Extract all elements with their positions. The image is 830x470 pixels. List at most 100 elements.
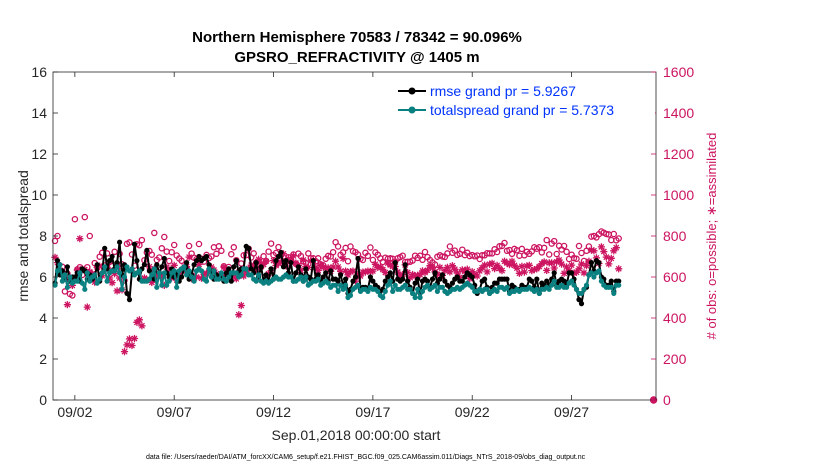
totalspread-point xyxy=(211,268,217,274)
assimilated-obs-point xyxy=(148,278,156,287)
totalspread-point xyxy=(112,268,118,274)
totalspread-point xyxy=(392,282,398,288)
assimilated-obs-point xyxy=(612,244,620,252)
rmse-point xyxy=(278,249,284,255)
totalspread-point xyxy=(598,278,605,284)
rmse-point xyxy=(228,278,234,284)
rmse-point xyxy=(320,274,326,280)
assimilated-obs-point xyxy=(555,256,563,264)
totalspread-point xyxy=(233,270,239,276)
rmse-point xyxy=(124,290,130,296)
possible-obs-point xyxy=(195,240,203,248)
possible-obs-point xyxy=(275,243,282,251)
assimilated-obs-point xyxy=(349,267,357,275)
assimilated-obs-point xyxy=(123,341,131,349)
totalspread-point xyxy=(288,274,294,280)
possible-obs-point xyxy=(126,239,133,246)
totalspread-point xyxy=(99,270,105,276)
assimilated-obs-point xyxy=(543,266,551,274)
possible-obs-point xyxy=(496,243,503,250)
totalspread-point xyxy=(159,282,165,288)
totalspread-point xyxy=(124,264,130,270)
assimilated-obs-point xyxy=(436,263,444,271)
totalspread-point xyxy=(226,274,232,280)
rmse-point xyxy=(412,280,418,286)
totalspread-point xyxy=(335,288,341,294)
totalspread-point xyxy=(549,282,555,288)
rmse-point xyxy=(462,274,468,280)
rmse-point xyxy=(355,255,361,262)
rmse-point xyxy=(159,264,165,270)
rmse-point xyxy=(335,278,341,284)
rmse-point xyxy=(268,266,274,272)
assimilated-obs-point xyxy=(207,263,215,271)
rmse-point xyxy=(206,262,212,268)
assimilated-obs-point xyxy=(510,261,518,269)
rmse-point xyxy=(141,262,147,268)
totalspread-point xyxy=(119,286,125,292)
assimilated-obs-point xyxy=(371,260,379,268)
assimilated-obs-point xyxy=(329,263,337,271)
assimilated-obs-point xyxy=(592,254,600,262)
totalspread-point xyxy=(578,290,585,296)
totalspread-point xyxy=(298,274,304,280)
possible-obs-point xyxy=(165,257,173,265)
totalspread-point xyxy=(121,274,128,280)
rmse-point xyxy=(588,260,595,266)
assimilated-obs-point xyxy=(297,266,305,274)
y2-tick-label: 800 xyxy=(663,228,687,244)
possible-obs-point xyxy=(128,251,136,258)
totalspread-point xyxy=(564,284,570,290)
possible-obs-point xyxy=(334,243,342,250)
rmse-point xyxy=(494,280,500,286)
totalspread-point xyxy=(432,282,438,288)
assimilated-obs-point xyxy=(51,253,59,261)
rmse-point xyxy=(578,301,585,307)
rmse-point xyxy=(275,253,282,260)
y-axis-label: rmse and totalspread xyxy=(15,170,31,302)
totalspread-point xyxy=(402,282,408,288)
possible-obs-point xyxy=(493,248,501,256)
possible-obs-point xyxy=(161,233,168,241)
assimilated-obs-point xyxy=(602,253,610,261)
totalspread-point xyxy=(573,286,580,292)
totalspread-point xyxy=(67,274,73,280)
axes-frame xyxy=(52,71,657,401)
totalspread-point xyxy=(596,268,602,274)
totalspread-point xyxy=(415,286,421,292)
assimilated-obs-point xyxy=(610,247,618,255)
assimilated-obs-point xyxy=(125,335,134,343)
assimilated-obs-point xyxy=(200,270,208,279)
rmse-point xyxy=(338,272,344,278)
possible-obs-point xyxy=(240,252,247,259)
y-axis-right: 0 200 400 600 800 1000 1200 1400 1600 xyxy=(651,64,694,408)
assimilated-obs-point xyxy=(314,266,322,274)
possible-obs-point xyxy=(359,256,367,264)
legend: rmse grand pr = 5.9267 totalspread grand… xyxy=(393,79,655,121)
rmse-point xyxy=(328,268,334,274)
rmse-point xyxy=(117,239,123,245)
assimilated-obs-point xyxy=(568,261,576,269)
possible-obs-point xyxy=(610,230,618,238)
rmse-point xyxy=(459,278,465,284)
totalspread-point xyxy=(546,286,552,292)
assimilated-obs-point xyxy=(560,269,568,277)
totalspread-point xyxy=(569,278,575,284)
assimilated-obs-point xyxy=(520,268,528,276)
y-tick-label: 6 xyxy=(39,269,47,285)
assimilated-obs-point xyxy=(572,268,581,276)
rmse-point xyxy=(280,264,287,270)
totalspread-point xyxy=(243,266,249,272)
totalspread-point xyxy=(117,270,123,276)
assimilated-obs-point xyxy=(453,269,461,277)
possible-obs-point xyxy=(419,256,426,264)
assimilated-obs-point xyxy=(220,263,228,271)
totalspread-point xyxy=(382,288,388,294)
totalspread-point xyxy=(223,278,229,284)
x-tick-label: 09/17 xyxy=(355,404,390,420)
assimilated-obs-point xyxy=(473,272,481,280)
y2-tick-label: 1600 xyxy=(663,64,694,80)
assimilated-obs-point xyxy=(250,262,258,270)
totalspread-point xyxy=(387,278,393,284)
y2-tick-label: 200 xyxy=(663,351,687,367)
